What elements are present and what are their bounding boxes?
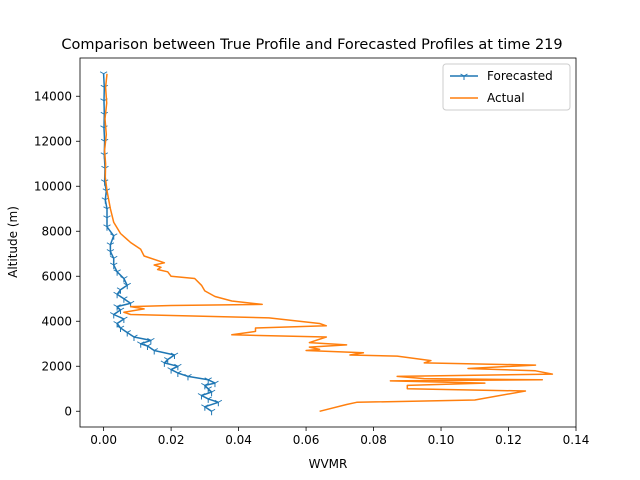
data-point (211, 380, 219, 388)
data-point (103, 224, 111, 231)
legend: Forecasted Actual (442, 63, 571, 111)
data-point (147, 337, 155, 345)
data-point (123, 282, 131, 290)
y-tick-label: 2000 (41, 359, 72, 373)
data-point (136, 341, 145, 348)
y-tick-label: 12000 (34, 134, 72, 148)
data-point (204, 377, 212, 384)
x-tick-label: 0.06 (293, 433, 320, 447)
y-axis: 0 2000 4000 6000 8000 10000 12000 14000 (34, 89, 80, 418)
data-point (109, 262, 118, 269)
data-point (201, 404, 209, 411)
plot-frame (79, 57, 577, 428)
x-axis-label: WVMR (309, 457, 348, 471)
data-point (150, 348, 158, 355)
legend-marker-0 (460, 73, 468, 80)
series-line-0 (102, 73, 220, 412)
series-line-1 (103, 73, 554, 413)
data-point (204, 396, 212, 403)
data-point (167, 367, 175, 374)
y-tick-label: 8000 (41, 224, 72, 238)
data-point (130, 334, 138, 341)
data-point (109, 233, 118, 240)
data-point (197, 393, 206, 400)
data-point (113, 321, 121, 328)
x-tick-label: 0.00 (90, 433, 117, 447)
data-point (207, 408, 216, 416)
data-point (214, 399, 223, 407)
data-point (120, 296, 128, 303)
x-tick-label: 0.04 (225, 433, 252, 447)
x-tick-label: 0.02 (158, 433, 185, 447)
y-axis-label: Altitude (m) (6, 206, 20, 278)
x-tick-label: 0.12 (495, 433, 522, 447)
x-axis: 0.00 0.02 0.04 0.06 0.08 0.10 0.12 0.14 (90, 427, 589, 447)
data-point (116, 287, 125, 294)
x-tick-label: 0.14 (563, 433, 590, 447)
x-tick-label: 0.10 (428, 433, 455, 447)
data-point (109, 312, 118, 319)
data-point (184, 373, 192, 381)
data-point (113, 304, 121, 311)
y-tick-label: 14000 (34, 89, 72, 103)
y-tick-label: 10000 (34, 179, 72, 193)
data-point (120, 316, 128, 323)
y-tick-label: 4000 (41, 314, 72, 328)
data-point (170, 352, 179, 359)
data-point (123, 330, 131, 337)
y-tick-label: 6000 (41, 269, 72, 283)
legend-label-1: Actual (487, 91, 525, 105)
plot-area (79, 57, 577, 428)
y-tick-label: 0 (64, 404, 72, 418)
data-point (106, 242, 115, 249)
data-point (113, 269, 121, 276)
data-point (120, 276, 128, 283)
data-point (103, 215, 111, 222)
data-point (109, 255, 118, 263)
chart-title: Comparison between True Profile and Fore… (61, 37, 562, 53)
data-point (174, 363, 182, 371)
data-point (174, 370, 182, 377)
x-tick-label: 0.08 (360, 433, 387, 447)
data-point (99, 71, 108, 78)
data-point (106, 249, 115, 256)
data-point (163, 357, 172, 364)
legend-label-0: Forecasted (487, 69, 553, 83)
